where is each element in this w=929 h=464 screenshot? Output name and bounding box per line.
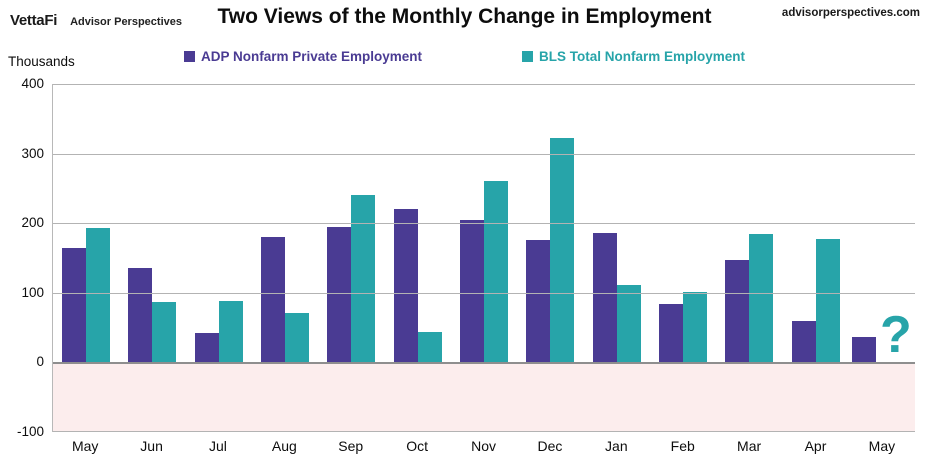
bar-bls-sep-4 — [351, 195, 376, 363]
x-tick-label-mar-10: Mar — [737, 438, 762, 454]
gridline — [53, 223, 915, 225]
bar-groups: ? — [53, 84, 915, 364]
bar-adp-may-12 — [852, 336, 877, 363]
category-group-feb-9 — [650, 84, 716, 363]
category-group-apr-11 — [782, 84, 848, 363]
y-tick-label--100: -100 — [16, 424, 44, 439]
category-group-jul-2 — [186, 84, 252, 363]
vettafi-logo: VettaFi — [10, 12, 58, 29]
bar-bls-nov-6 — [484, 180, 509, 363]
bar-adp-oct-5 — [393, 209, 418, 363]
bar-bls-aug-3 — [285, 312, 310, 363]
x-tick-label-aug-3: Aug — [271, 438, 297, 454]
y-tick-label-300: 300 — [21, 145, 44, 161]
x-tick-label-jul-2: Jul — [209, 438, 227, 454]
category-group-jun-1 — [119, 84, 185, 363]
category-group-oct-5 — [385, 84, 451, 363]
bar-adp-mar-10 — [725, 260, 750, 363]
legend-label-bls: BLS Total Nonfarm Employment — [539, 49, 746, 64]
page-title: Two Views of the Monthly Change in Emplo… — [217, 5, 712, 28]
category-group-aug-3 — [252, 84, 318, 363]
bar-adp-feb-9 — [658, 303, 683, 363]
x-tick-label-may-12: May — [868, 438, 896, 454]
legend: ADP Nonfarm Private Employment BLS Total… — [0, 49, 929, 64]
x-axis-labels: May Jun Jul Aug Sep Oct Nov Dec Jan Feb Mar Apr May — [52, 438, 915, 454]
bar-bls-apr-11 — [815, 239, 840, 363]
bar-bls-may-0 — [86, 228, 111, 363]
x-tick-label-may-0: May — [71, 438, 99, 454]
missing-data-question-mark: ? — [880, 305, 912, 364]
bar-adp-sep-4 — [327, 226, 352, 363]
bar-adp-jun-1 — [128, 267, 153, 363]
bar-adp-dec-7 — [526, 239, 551, 363]
x-tick-label-nov-6: Nov — [471, 438, 496, 454]
gridline — [53, 292, 915, 294]
bar-adp-nov-6 — [460, 220, 485, 363]
negative-value-region — [53, 362, 915, 432]
bar-adp-jan-8 — [592, 232, 617, 363]
y-tick-label-400: 400 — [21, 76, 44, 91]
category-group-may-0 — [53, 84, 119, 363]
advisor-perspectives-logo: Advisor Perspectives — [70, 16, 182, 28]
y-tick-label-0: 0 — [36, 354, 44, 370]
x-tick-label-apr-11: Apr — [804, 438, 827, 454]
bar-adp-jul-2 — [194, 333, 219, 363]
y-tick-label-200: 200 — [21, 215, 44, 231]
bar-bls-feb-9 — [682, 292, 707, 363]
gridline — [53, 84, 915, 85]
category-group-dec-7 — [517, 84, 583, 363]
gridline — [53, 153, 915, 155]
brand-logo: VettaFi Advisor Perspectives — [10, 12, 182, 29]
bar-bls-jun-1 — [152, 301, 177, 363]
bar-bls-jul-2 — [218, 301, 243, 363]
legend-item-adp: ADP Nonfarm Private Employment — [183, 49, 423, 64]
plot-area: ? — [52, 84, 915, 432]
y-axis-labels: 400 300 200 100 0 -100 — [0, 76, 44, 439]
bar-adp-aug-3 — [261, 237, 286, 363]
x-tick-label-sep-4: Sep — [338, 438, 364, 454]
bls-color-swatch-icon — [522, 51, 534, 62]
adp-color-swatch-icon — [183, 51, 195, 62]
legend-item-bls: BLS Total Nonfarm Employment — [522, 49, 745, 64]
x-tick-label-feb-9: Feb — [670, 438, 695, 454]
category-group-mar-10 — [716, 84, 782, 363]
category-group-jan-8 — [584, 84, 650, 363]
legend-label-adp: ADP Nonfarm Private Employment — [200, 49, 423, 64]
bar-bls-oct-5 — [417, 331, 442, 363]
website-url: advisorperspectives.com — [781, 7, 920, 19]
bar-bls-mar-10 — [749, 233, 774, 363]
x-tick-label-jun-1: Jun — [140, 438, 163, 454]
category-group-nov-6 — [451, 84, 517, 363]
x-tick-label-oct-5: Oct — [406, 438, 429, 454]
bar-bls-jan-8 — [616, 285, 641, 363]
y-tick-label-100: 100 — [21, 284, 44, 300]
bar-adp-apr-11 — [791, 320, 816, 363]
y-axis-unit-label: Thousands — [8, 54, 75, 69]
bar-bls-dec-7 — [550, 137, 575, 363]
gridline — [53, 431, 915, 432]
x-tick-label-jan-8: Jan — [605, 438, 628, 454]
category-group-may-12: ? — [849, 84, 915, 364]
zero-gridline — [53, 362, 915, 365]
bar-adp-may-0 — [62, 248, 87, 363]
x-tick-label-dec-7: Dec — [537, 438, 563, 454]
